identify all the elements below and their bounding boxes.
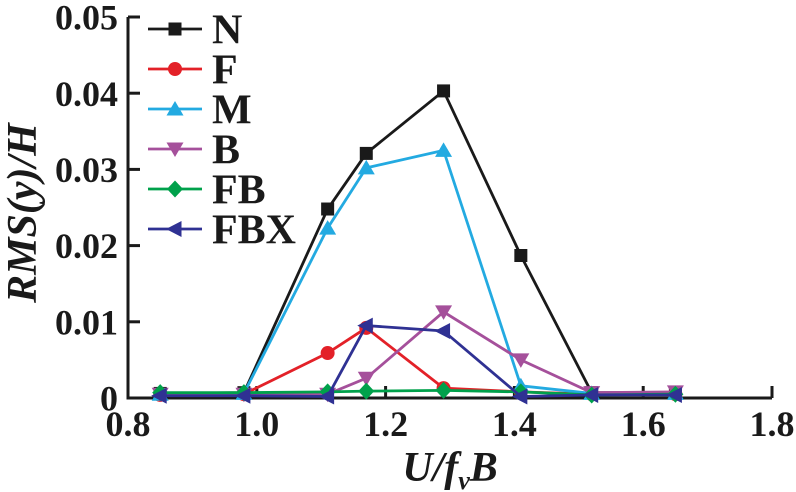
y-tick-label: 0.04 bbox=[55, 74, 118, 114]
y-axis-label-y: y bbox=[0, 181, 46, 201]
x-tick-label: 1.6 bbox=[621, 404, 666, 444]
legend-marker-F-icon bbox=[168, 62, 182, 76]
series-marker-N-icon bbox=[437, 84, 451, 98]
y-tick-label: 0.01 bbox=[55, 302, 118, 342]
series-line-F bbox=[160, 326, 676, 397]
series-marker-B-icon bbox=[435, 305, 453, 320]
x-tick-label: 1.4 bbox=[492, 404, 537, 444]
x-tick-label: 0.8 bbox=[106, 404, 151, 444]
legend-marker-M-icon bbox=[166, 101, 184, 116]
x-axis-label-subscript: v bbox=[458, 466, 470, 492]
legend-marker-B-icon bbox=[166, 142, 184, 157]
y-axis-label-rms: RMS( bbox=[0, 200, 46, 303]
series-marker-M-icon bbox=[319, 220, 337, 235]
series-marker-N-icon bbox=[359, 146, 373, 160]
series-line-FBX bbox=[160, 324, 676, 398]
series-marker-F-icon bbox=[320, 346, 335, 361]
series-marker-FBX-icon bbox=[582, 386, 599, 403]
x-axis-label-f: f bbox=[444, 445, 459, 491]
x-axis-label-b: B bbox=[469, 445, 498, 491]
y-axis-label-slash: )/ bbox=[0, 155, 46, 182]
legend-marker-FBX-icon bbox=[166, 221, 182, 237]
x-axis-label-slash: / bbox=[432, 445, 445, 491]
legend-marker-FB-icon bbox=[167, 180, 183, 198]
y-tick-label: 0 bbox=[100, 379, 118, 419]
y-axis-label-h: H bbox=[0, 123, 46, 156]
series-marker-B-icon bbox=[512, 353, 530, 368]
series-marker-FBX-icon bbox=[318, 388, 335, 405]
series-line-M bbox=[160, 148, 676, 396]
y-tick-label: 0.05 bbox=[55, 0, 118, 38]
x-tick-label: 1.8 bbox=[750, 404, 795, 444]
series-marker-FB-icon bbox=[358, 382, 375, 400]
legend-label-B: B bbox=[212, 128, 240, 174]
y-tick-label: 0.03 bbox=[55, 150, 118, 190]
series-marker-FBX-icon bbox=[666, 386, 682, 403]
series-line-B bbox=[160, 310, 676, 396]
y-axis-label: RMS(y)/H bbox=[0, 63, 46, 363]
legend-label-F: F bbox=[212, 48, 238, 94]
series-marker-FB-icon bbox=[435, 381, 452, 399]
series-marker-FBX-icon bbox=[434, 322, 451, 339]
series-marker-N-icon bbox=[514, 249, 528, 263]
series-marker-FBX-icon bbox=[511, 388, 528, 405]
y-tick-label: 0.02 bbox=[55, 226, 118, 266]
x-tick-label: 1.2 bbox=[363, 404, 408, 444]
legend-label-M: M bbox=[212, 88, 252, 134]
series-line-N bbox=[160, 88, 676, 395]
legend-label-N: N bbox=[212, 8, 242, 54]
x-tick-label: 1.0 bbox=[234, 404, 279, 444]
series-marker-FBX-icon bbox=[357, 317, 373, 334]
legend-label-FB: FB bbox=[212, 168, 266, 214]
legend-marker-N-icon bbox=[168, 22, 182, 36]
series-marker-N-icon bbox=[321, 202, 335, 216]
series-marker-M-icon bbox=[357, 159, 375, 175]
series-marker-FBX-icon bbox=[234, 387, 251, 404]
x-axis-label-u: U bbox=[402, 445, 433, 491]
series-marker-FBX-icon bbox=[151, 387, 167, 404]
series-marker-M-icon bbox=[435, 142, 453, 157]
x-axis-label: U/fvB bbox=[128, 447, 772, 492]
series-marker-B-icon bbox=[357, 371, 375, 387]
legend-label-FBX: FBX bbox=[212, 208, 296, 254]
